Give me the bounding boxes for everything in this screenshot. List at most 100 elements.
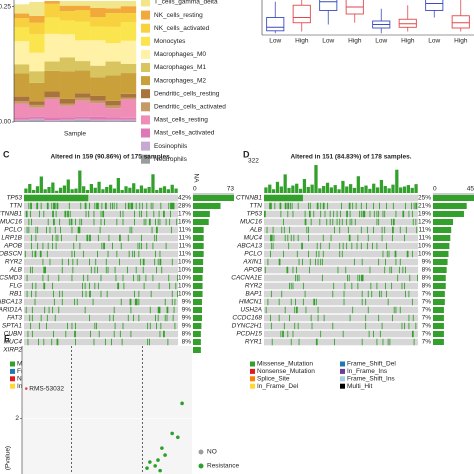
count-tick-label: 45	[467, 186, 474, 193]
legend-swatch	[340, 361, 345, 367]
tmb-bar	[32, 190, 36, 193]
x-tick-label: High	[454, 38, 468, 45]
mutation-cells	[267, 298, 413, 306]
tmb-bar	[318, 188, 322, 193]
point	[156, 458, 160, 462]
gene-label: OBSCN	[0, 251, 22, 258]
row-background	[24, 250, 178, 258]
row-background	[24, 202, 178, 210]
bar-segment	[120, 120, 137, 122]
tmb-bar	[372, 183, 376, 193]
tmb-bar	[170, 184, 174, 193]
bar-segment	[29, 52, 45, 72]
row-background	[264, 258, 418, 266]
annotation-point	[24, 387, 28, 390]
count-bar	[433, 307, 444, 313]
row-background	[264, 314, 418, 322]
y-tick-label: 0.25	[0, 3, 11, 10]
y-axis-label: (Pvalue)	[5, 446, 12, 470]
frequency-label: 10%	[178, 275, 191, 282]
point	[145, 466, 149, 470]
panel-label: E	[4, 333, 10, 343]
bar-segment	[120, 13, 137, 23]
gene-label: ABCA13	[0, 299, 22, 306]
frequency-label: 10%	[178, 291, 191, 298]
point	[160, 446, 164, 450]
gene-label: PCDH15	[236, 331, 262, 338]
legend-swatch	[141, 76, 150, 86]
tmb-bar	[352, 187, 357, 193]
bar-segment	[75, 40, 91, 62]
count-bar	[193, 203, 221, 209]
bar-segment	[29, 107, 45, 117]
frequency-label: 9%	[182, 315, 192, 322]
gene-label: TP53	[6, 195, 22, 202]
bar-segment	[59, 5, 76, 12]
gene-label: CACNA1E	[231, 275, 262, 282]
frequency-label: 7%	[422, 307, 432, 314]
frequency-label: 7%	[422, 331, 432, 338]
bar-segment	[59, 105, 76, 118]
bar-segment	[14, 13, 30, 19]
bar-segment	[59, 1, 76, 6]
count-bar	[193, 251, 204, 257]
mutation-cells	[26, 226, 172, 234]
gene-label: BAP1	[245, 291, 262, 298]
legend-swatch	[141, 0, 150, 7]
box	[292, 4, 311, 24]
count-bar	[193, 243, 204, 249]
frequency-label: 11%	[178, 251, 191, 258]
tmb-bar	[66, 179, 70, 193]
legend-swatch	[141, 128, 150, 138]
bar-segment	[120, 1, 137, 7]
tmb-label: NA	[192, 173, 199, 183]
gene-label: RYR2	[245, 283, 262, 290]
bar-segment	[105, 121, 121, 122]
mutation-cells	[31, 242, 167, 250]
count-bar	[193, 315, 202, 321]
bar-segment	[120, 97, 137, 100]
tmb-bar	[283, 174, 287, 193]
frequency-label: 9%	[182, 307, 192, 314]
count-bar	[193, 347, 201, 353]
gene-label: LRP1B	[1, 235, 22, 242]
frequency-label: 8%	[182, 339, 192, 346]
gene-label: TTN	[249, 203, 262, 210]
count-bar	[433, 315, 444, 321]
tmb-bar	[162, 186, 167, 193]
legend-label: Nonsense_Mutation	[257, 368, 315, 375]
point	[176, 435, 180, 440]
bar-segment	[44, 117, 60, 121]
bar-segment	[44, 17, 60, 34]
legend-swatch	[10, 368, 15, 374]
bar-segment	[120, 99, 137, 118]
bar-segment	[120, 63, 137, 74]
point	[148, 460, 152, 464]
bar-segment	[90, 103, 106, 117]
oncoplot-title: Altered in 151 (84.83%) of 178 samples.	[290, 154, 411, 161]
legend-swatch	[340, 383, 345, 389]
bar-segment	[75, 5, 91, 11]
row-background	[264, 298, 418, 306]
gene-label: APOB	[3, 243, 23, 250]
count-bar	[193, 291, 203, 297]
bar-segment	[105, 108, 121, 118]
count-bar	[433, 323, 444, 329]
tmb-bar	[105, 187, 109, 193]
tmb-bar	[379, 179, 384, 193]
tmb-bar	[279, 186, 283, 193]
legend-swatch	[141, 63, 150, 72]
legend-label: Multi_Hit	[347, 383, 372, 390]
bar-segment	[90, 8, 106, 18]
legend-label: Splice_Site	[257, 376, 290, 383]
legend-label: Dendritic_cells_activated	[154, 104, 226, 111]
tmb-bar	[128, 187, 132, 193]
frequency-label: 8%	[422, 275, 432, 282]
count-bar	[193, 307, 202, 313]
legend-swatch	[250, 383, 255, 389]
x-tick-label: Low	[375, 38, 387, 45]
bar-segment	[90, 17, 106, 27]
gene-label: RYR2	[5, 259, 22, 266]
legend-label: Resistance	[207, 463, 240, 470]
bar-segment	[120, 40, 137, 64]
